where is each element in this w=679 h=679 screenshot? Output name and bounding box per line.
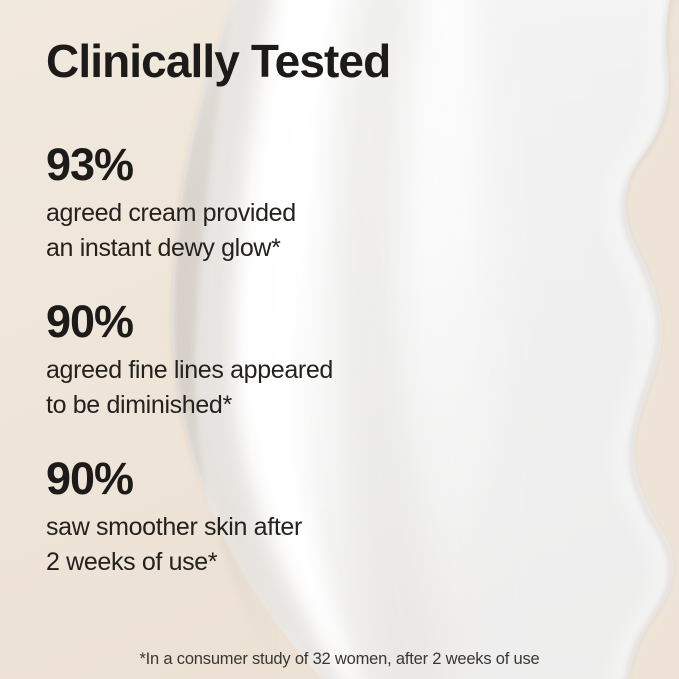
stat-block: 90% agreed fine lines appeared to be dim… [46,296,333,423]
stat-line: agreed fine lines appeared [46,356,333,385]
footnote: *In a consumer study of 32 women, after … [139,650,540,668]
stat-block: 93% agreed cream provided an instant dew… [46,139,296,266]
stat-description: agreed fine lines appeared to be diminis… [46,353,333,423]
page-title: Clinically Tested [46,35,391,87]
stat-line: 2 weeks of use* [46,548,218,577]
stat-line: saw smoother skin after [46,513,302,542]
stat-block: 90% saw smoother skin after 2 weeks of u… [46,453,302,580]
stat-value: 90% [46,453,134,504]
stat-description: agreed cream provided an instant dewy gl… [46,196,296,266]
stat-line: an instant dewy glow* [46,234,281,263]
stat-line: agreed cream provided [46,199,296,228]
stat-description: saw smoother skin after 2 weeks of use* [46,510,302,580]
stat-value: 93% [46,139,134,190]
stat-line: to be diminished* [46,391,232,420]
stat-value: 90% [46,296,134,347]
